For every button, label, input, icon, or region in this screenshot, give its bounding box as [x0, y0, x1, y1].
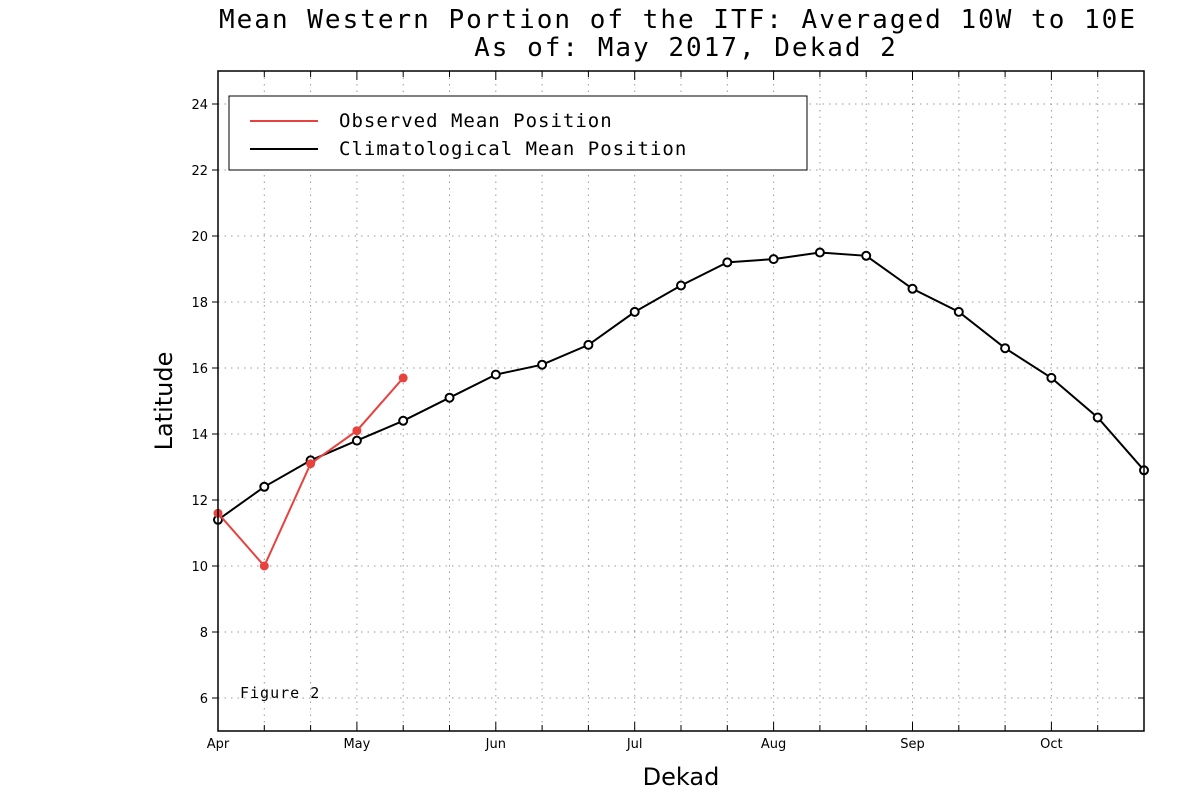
y-axis: 6 8 10 12 14 16 18 20 22 24	[191, 98, 1144, 707]
climatological-point	[953, 306, 964, 317]
x-tick-label: Apr	[207, 737, 230, 752]
legend: Observed Mean Position Climatological Me…	[228, 95, 808, 171]
chart-subtitle: As of: May 2017, Dekad 2	[474, 33, 898, 63]
figure-annotation: Figure 2	[240, 684, 320, 702]
observed-point	[306, 459, 316, 469]
chart-title: Mean Western Portion of the ITF: Average…	[219, 5, 1137, 35]
climatological-point	[583, 339, 594, 350]
climatological-point	[768, 254, 779, 265]
series-layer	[213, 247, 1149, 571]
plot-frame	[217, 70, 1145, 732]
x-tick-label: Jul	[626, 737, 643, 752]
y-tick-label: 20	[191, 230, 208, 245]
observed-point	[398, 373, 408, 383]
climatological-point	[907, 283, 918, 294]
climatological-point	[629, 306, 640, 317]
observed-point	[352, 426, 362, 436]
climatological-point	[676, 280, 686, 291]
y-tick-label: 16	[191, 362, 208, 377]
legend-box	[228, 95, 808, 171]
x-tick-label: May	[343, 737, 370, 752]
climatological-point	[444, 392, 455, 403]
x-tick-label: Aug	[761, 737, 786, 752]
y-tick-label: 6	[200, 692, 208, 707]
x-tick-label: Oct	[1040, 737, 1062, 752]
y-tick-label: 22	[191, 164, 208, 179]
y-tick-label: 18	[191, 296, 208, 311]
y-tick-label: 12	[191, 494, 208, 509]
climatological-point	[351, 435, 362, 446]
y-tick-label: 14	[191, 428, 208, 443]
climatological-point	[1046, 372, 1057, 383]
climatological-point	[398, 415, 409, 426]
y-tick-label: 8	[200, 626, 208, 641]
observed-point	[259, 561, 269, 571]
observed-line	[218, 377, 404, 568]
y-tick-label: 10	[191, 560, 208, 575]
climatological-point	[490, 369, 501, 380]
climatological-point	[1000, 343, 1011, 354]
y-tick-label: 24	[191, 98, 208, 113]
x-axis: Apr May Jun Jul Aug Sep Oct	[207, 71, 1145, 752]
climatological-point	[259, 481, 270, 492]
climatological-point	[722, 257, 733, 268]
climatological-point	[537, 359, 548, 370]
x-tick-label: Jun	[485, 737, 506, 752]
climatological-point	[861, 250, 872, 261]
x-axis-label: Dekad	[643, 763, 720, 791]
legend-label-observed: Observed Mean Position	[339, 110, 613, 132]
x-tick-label: Sep	[900, 737, 925, 752]
climatological-point	[1092, 412, 1103, 423]
climatological-point	[814, 247, 825, 258]
y-axis-label: Latitude	[150, 352, 178, 451]
legend-label-climatological: Climatological Mean Position	[339, 138, 687, 160]
